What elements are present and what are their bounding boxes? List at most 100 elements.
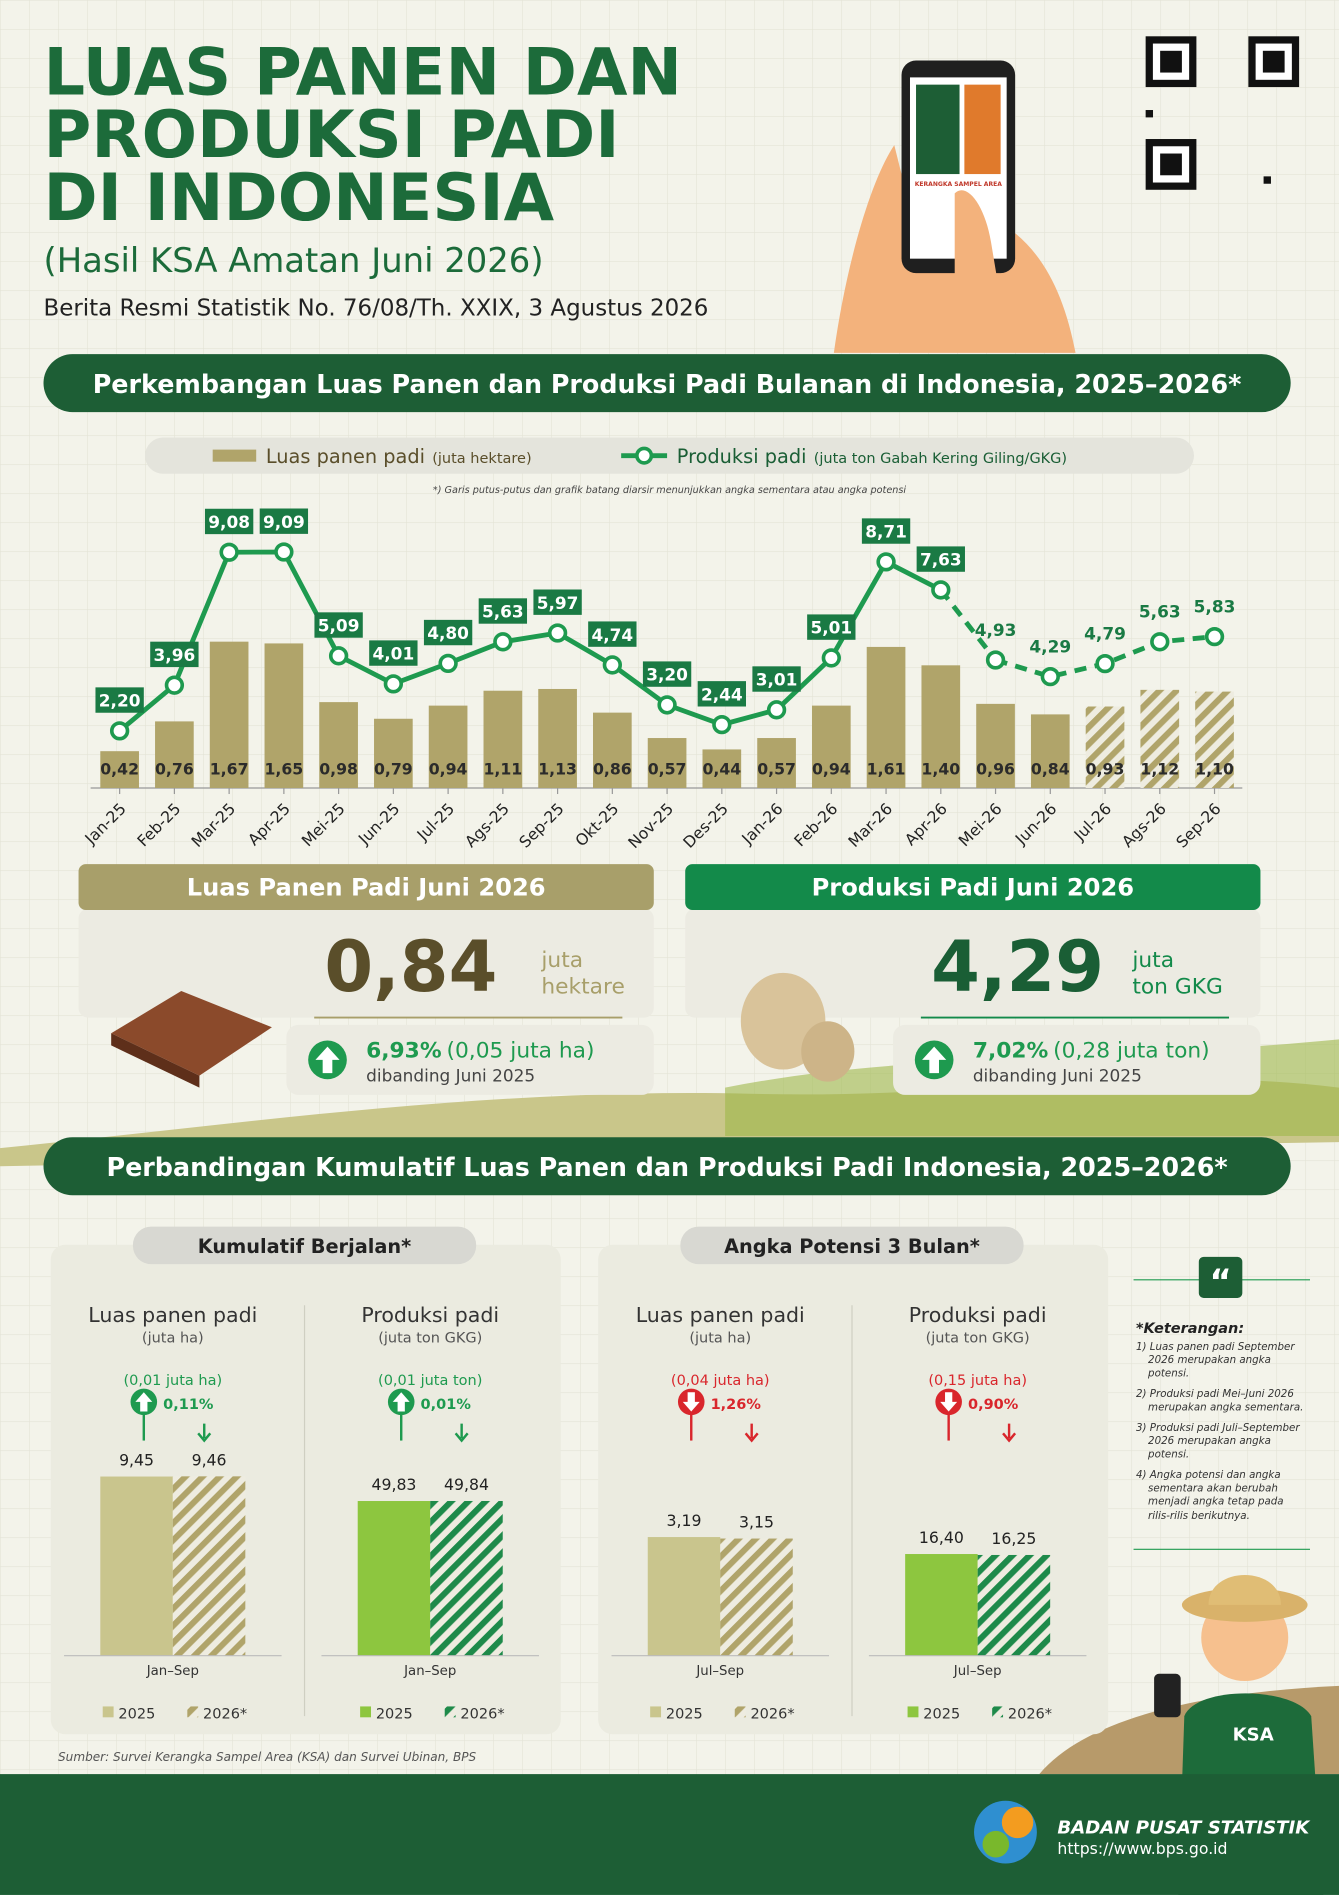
bar [1195, 691, 1234, 788]
source-note: Sumber: Survei Kerangka Sampel Area (KSA… [58, 1750, 477, 1764]
line-marker [328, 646, 349, 666]
rice-sack-illustration [801, 1021, 855, 1082]
change-arrow [940, 1392, 958, 1412]
line-marker [931, 580, 951, 600]
change-arrow [922, 1046, 947, 1074]
section-banner [43, 354, 1291, 413]
bar-value-label: 49,83 [371, 1475, 416, 1494]
legend-swatch [907, 1706, 919, 1718]
chart-subtitle: (juta ton GKG) [378, 1331, 482, 1347]
field-illustration [111, 1033, 200, 1088]
line-marker [712, 714, 732, 735]
line-value-label: 8,71 [865, 522, 907, 542]
chart-title: Produksi padi [909, 1303, 1047, 1327]
panel-title-box [680, 1226, 1024, 1265]
notes-wrapper: 1) Luas panen padi September 2026 merupa… [1136, 1341, 1305, 1523]
line-value-label: 4,29 [1029, 636, 1071, 656]
change-percent: 7,02% [973, 1038, 1049, 1063]
bar-value-label: 9,46 [192, 1450, 227, 1469]
bar-value-label: 0,94 [812, 760, 851, 779]
line-marker [602, 655, 623, 675]
legend-swatch [187, 1706, 199, 1718]
value-label-box [588, 621, 637, 647]
bar-value-label: 0,94 [429, 760, 468, 779]
bar-value-label: 16,40 [919, 1528, 964, 1547]
chart-note: *) Garis putus-putus dan grafik batang d… [433, 485, 907, 496]
legend-label: 2025 [376, 1707, 413, 1723]
line-marker [876, 552, 896, 572]
bar-value-label: 9,45 [119, 1451, 154, 1470]
qr-finder [1160, 153, 1182, 176]
legend-unit: (juta hektare) [432, 451, 531, 467]
bar-value-label: 0,86 [593, 760, 632, 779]
bps-logo [1001, 1806, 1034, 1839]
legend-swatch [444, 1706, 456, 1718]
line-marker [1040, 666, 1060, 687]
line-value-label: 5,09 [318, 616, 360, 636]
quote-icon: “ [1209, 1262, 1231, 1301]
comparison: dibanding Juni 2025 [973, 1066, 1142, 1086]
qr-finder [1160, 50, 1182, 73]
line-value-label: 4,01 [373, 644, 415, 664]
value-label-box [533, 589, 582, 615]
line-marker [1204, 626, 1225, 647]
card-header [685, 864, 1261, 911]
line-value-label: 2,20 [99, 691, 141, 711]
bar [483, 690, 523, 788]
card-title: Produksi Padi Juni 2026 [812, 874, 1134, 902]
chart-subtitle: (juta ha) [689, 1331, 751, 1347]
line-marker [1150, 632, 1170, 652]
footer-url[interactable]: https://www.bps.go.id [1057, 1839, 1227, 1858]
change-arrow [682, 1392, 700, 1412]
legend-swatch [650, 1706, 662, 1718]
line-marker [109, 721, 130, 741]
subtitle: (Hasil KSA Amatan Juni 2026) [44, 241, 544, 280]
change-amount: (0,28 juta ton) [1053, 1038, 1210, 1063]
note-item: 1) Luas panen padi September 2026 merupa… [1135, 1341, 1295, 1381]
notes-list: 1) Luas panen padi September 2026 merupa… [1136, 1341, 1305, 1523]
value-label-box [697, 681, 746, 707]
line-marker [821, 648, 841, 668]
legend-unit: (juta ton Gabah Kering Giling/GKG) [814, 451, 1067, 467]
bar-value-label: 0,76 [155, 760, 194, 779]
card-value: 0,84 [324, 926, 497, 1008]
bar-value-label: 49,84 [444, 1475, 489, 1494]
card-header [78, 864, 654, 911]
bar-value-label: 0,44 [702, 760, 741, 779]
panel-title-box [132, 1226, 477, 1265]
bar [264, 643, 304, 788]
footer-org: BADAN PUSAT STATISTIK [1057, 1817, 1311, 1838]
card-unit: ton GKG [1132, 974, 1223, 999]
change-arrow [315, 1046, 340, 1074]
legend-swatch [102, 1706, 114, 1718]
bar [905, 1554, 978, 1656]
bar-value-label: 1,10 [1195, 760, 1234, 779]
bar [720, 1538, 793, 1656]
line-value-label: 3,01 [756, 670, 798, 690]
section-title: Perkembangan Luas Panen dan Produksi Pad… [93, 369, 1242, 399]
line-value-label: 2,44 [701, 684, 743, 704]
qr-finder [1262, 50, 1285, 73]
bar-value-label: 0,79 [374, 760, 413, 779]
bar [538, 688, 577, 788]
change-percent: 0,01% [421, 1397, 472, 1413]
bar [428, 705, 468, 788]
bar [172, 1476, 246, 1656]
line-value-label: 5,63 [1139, 602, 1181, 622]
title-line: PRODUKSI PADI [44, 97, 620, 173]
farmer-phone [1154, 1673, 1181, 1718]
bar [374, 718, 413, 788]
field-illustration [111, 991, 272, 1076]
legend-box [145, 437, 1194, 474]
legend-label: 2026* [750, 1707, 794, 1723]
bar [1030, 714, 1070, 788]
value-label-box [642, 661, 692, 687]
comparison: dibanding Juni 2025 [366, 1066, 535, 1086]
bar [155, 721, 194, 788]
chart-title: Luas panen padi [88, 1303, 257, 1327]
bar-value-label: 0,84 [1031, 760, 1070, 779]
value-label-box [95, 687, 144, 713]
bar [811, 705, 851, 788]
